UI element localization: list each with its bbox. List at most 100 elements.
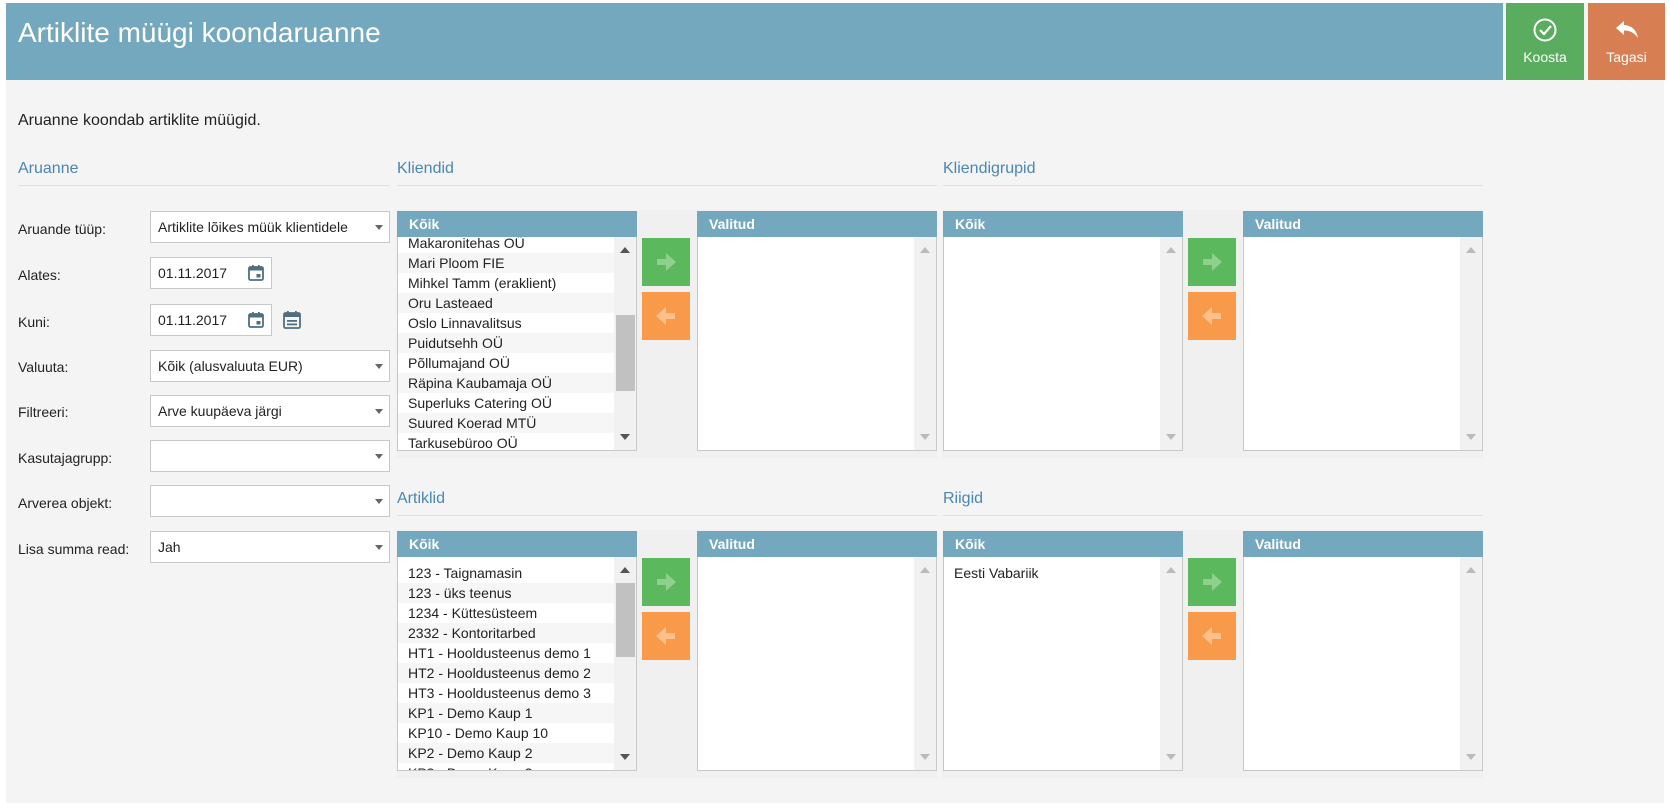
- kliendigrupid-selected-scrollbar[interactable]: [1460, 237, 1482, 450]
- valuuta-select[interactable]: Kõik (alusvaluuta EUR): [150, 350, 390, 382]
- kliendigrupid-selected-header: Valitud: [1243, 211, 1483, 237]
- artiklid-selected-scrollbar[interactable]: [914, 557, 936, 770]
- artiklid-items: 123 - Taignamasin 123 - üks teenus 1234 - …: [398, 563, 614, 770]
- tagasi-button[interactable]: Tagasi: [1588, 3, 1665, 80]
- list-item[interactable]: HT3 - Hooldusteenus demo 3: [408, 685, 591, 701]
- chevron-down-icon: [375, 454, 383, 459]
- riigid-all-header: Kõik: [943, 531, 1183, 557]
- scroll-thumb[interactable]: [616, 583, 635, 657]
- kliendid-selected-list: Valitud: [697, 211, 937, 451]
- riigid-remove-button[interactable]: [1188, 612, 1236, 660]
- kliendigrupid-add-button[interactable]: [1188, 238, 1236, 286]
- arrow-right-icon: [657, 253, 676, 271]
- scroll-down-icon[interactable]: [1166, 434, 1176, 440]
- filtreeri-select[interactable]: Arve kuupäeva järgi: [150, 395, 390, 427]
- arverea-objekt-select[interactable]: [150, 485, 390, 517]
- scroll-up-icon[interactable]: [1466, 567, 1476, 573]
- artiklid-all-body[interactable]: 123 - Taignamasin 123 - üks teenus 1234 - …: [397, 557, 637, 771]
- kliendid-all-body[interactable]: Makaronitehas OÜ Mari Ploom FIE Mihkel Tam…: [397, 237, 637, 451]
- scroll-up-icon[interactable]: [620, 247, 630, 253]
- kuni-date-input[interactable]: 01.11.2017: [150, 304, 272, 336]
- scroll-down-icon[interactable]: [1166, 754, 1176, 760]
- list-item[interactable]: Puidutsehh OÜ: [398, 333, 614, 353]
- calendar-icon[interactable]: [247, 311, 265, 329]
- scroll-up-icon[interactable]: [620, 567, 630, 573]
- list-item[interactable]: Räpina Kaubamaja OÜ: [398, 373, 614, 393]
- riigid-scrollbar[interactable]: [1160, 557, 1182, 770]
- riigid-add-button[interactable]: [1188, 558, 1236, 606]
- scroll-thumb[interactable]: [616, 315, 635, 391]
- list-item[interactable]: 1234 - Küttesüsteem: [408, 605, 538, 621]
- list-item[interactable]: 2332 - Kontoritarbed: [398, 623, 614, 643]
- scroll-down-icon[interactable]: [1466, 754, 1476, 760]
- artiklid-remove-button[interactable]: [642, 612, 690, 660]
- page-title: Artiklite müügi koondaruanne: [18, 17, 381, 48]
- alates-date-input[interactable]: 01.11.2017: [150, 257, 272, 289]
- calendar-range-icon[interactable]: [282, 310, 302, 330]
- kliendigrupid-scrollbar[interactable]: [1160, 237, 1182, 450]
- list-item[interactable]: Suured Koerad MTÜ: [398, 413, 614, 433]
- list-item[interactable]: Mihkel Tamm (eraklient): [408, 275, 557, 291]
- list-item[interactable]: Oslo Linnavalitsus: [408, 315, 522, 331]
- kliendigrupid-all-body[interactable]: [943, 237, 1183, 451]
- scroll-up-icon[interactable]: [920, 567, 930, 573]
- list-item[interactable]: 123 - üks teenus: [398, 583, 614, 603]
- aruande-tyyp-select[interactable]: Artiklite lõikes müük klientidele: [150, 211, 390, 243]
- list-item[interactable]: Eesti Vabariik: [954, 565, 1039, 581]
- kliendigrupid-remove-button[interactable]: [1188, 292, 1236, 340]
- list-item[interactable]: KP10 - Demo Kaup 10: [408, 725, 549, 741]
- list-item[interactable]: HT1 - Hooldusteenus demo 1: [408, 645, 591, 661]
- lisa-summa-read-select[interactable]: Jah: [150, 531, 390, 563]
- list-item[interactable]: KP2 - Demo Kaup 2: [398, 743, 614, 763]
- riigid-selected-scrollbar[interactable]: [1460, 557, 1482, 770]
- artiklid-selected-body[interactable]: [697, 557, 937, 771]
- artiklid-add-button[interactable]: [642, 558, 690, 606]
- koosta-label: Koosta: [1523, 49, 1567, 65]
- arrow-left-icon: [656, 627, 675, 645]
- section-title-kliendid: Kliendid: [397, 160, 937, 186]
- scroll-up-icon[interactable]: [1166, 567, 1176, 573]
- list-item[interactable]: KP3 - Demo Kaup 3: [398, 763, 614, 770]
- kliendigrupid-all-list: Kõik: [943, 211, 1183, 451]
- kasutajagrupp-select[interactable]: [150, 440, 390, 472]
- list-item[interactable]: HT2 - Hooldusteenus demo 2: [398, 663, 614, 683]
- scroll-up-icon[interactable]: [1166, 247, 1176, 253]
- chevron-down-icon: [375, 545, 383, 550]
- scroll-down-icon[interactable]: [620, 754, 630, 760]
- list-item[interactable]: Oru Lasteaed: [398, 293, 614, 313]
- riigid-selected-body[interactable]: [1243, 557, 1483, 771]
- kliendid-scrollbar[interactable]: [614, 237, 636, 450]
- artiklid-selected-header: Valitud: [697, 531, 937, 557]
- aruande-tyyp-value: Artiklite lõikes müük klientidele: [158, 219, 348, 235]
- kliendigrupid-all-header: Kõik: [943, 211, 1183, 237]
- scroll-up-icon[interactable]: [1466, 247, 1476, 253]
- kliendid-selected-body[interactable]: [697, 237, 937, 451]
- kliendigrupid-selected-body[interactable]: [1243, 237, 1483, 451]
- kliendid-remove-button[interactable]: [642, 292, 690, 340]
- kliendid-selected-scrollbar[interactable]: [914, 237, 936, 450]
- scroll-up-icon[interactable]: [920, 247, 930, 253]
- list-item[interactable]: Mari Ploom FIE: [398, 253, 614, 273]
- arrow-right-icon: [1203, 253, 1222, 271]
- list-item[interactable]: Tarkusebüroo OÜ: [408, 435, 518, 451]
- koosta-button[interactable]: Koosta: [1506, 3, 1584, 80]
- artiklid-scrollbar[interactable]: [614, 557, 636, 770]
- list-item[interactable]: 123 - Taignamasin: [408, 565, 523, 581]
- list-item[interactable]: Põllumajand OÜ: [408, 355, 510, 371]
- arrow-right-icon: [1203, 573, 1222, 591]
- list-item[interactable]: Superluks Catering OÜ: [408, 395, 552, 411]
- riigid-all-body[interactable]: Eesti Vabariik: [943, 557, 1183, 771]
- list-item[interactable]: Makaronitehas OÜ: [408, 237, 525, 251]
- scroll-down-icon[interactable]: [920, 754, 930, 760]
- list-item[interactable]: KP1 - Demo Kaup 1: [398, 703, 614, 723]
- riigid-items: Eesti Vabariik: [944, 563, 1160, 583]
- kliendid-selected-header: Valitud: [697, 211, 937, 237]
- valuuta-value: Kõik (alusvaluuta EUR): [158, 358, 303, 374]
- arrow-left-icon: [656, 307, 675, 325]
- kliendid-add-button[interactable]: [642, 238, 690, 286]
- scroll-down-icon[interactable]: [1466, 434, 1476, 440]
- calendar-icon[interactable]: [247, 264, 265, 282]
- label-kuni: Kuni:: [18, 314, 50, 330]
- scroll-down-icon[interactable]: [620, 434, 630, 440]
- scroll-down-icon[interactable]: [920, 434, 930, 440]
